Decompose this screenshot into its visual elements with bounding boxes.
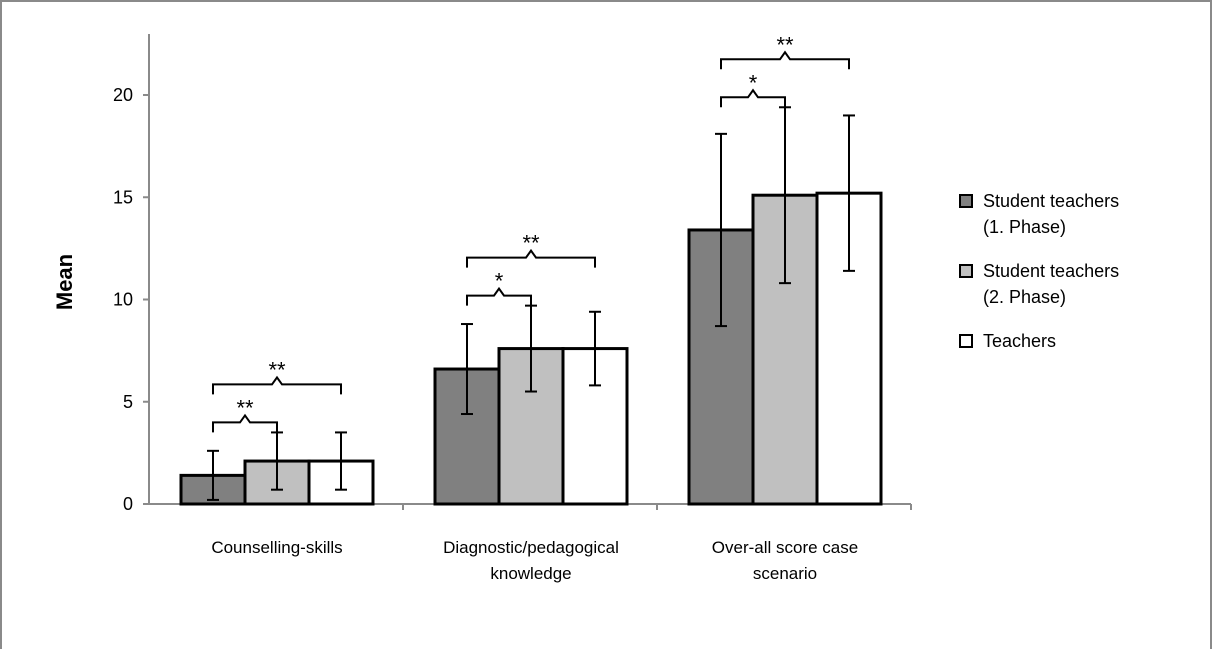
- x-category-label-2: knowledge: [490, 564, 571, 583]
- significance-bracket: [466, 286, 532, 306]
- x-category-label-2: Diagnostic/pedagogical: [443, 538, 619, 557]
- legend-item-series-2: Student teachers (2. Phase): [957, 258, 1197, 310]
- significance-label: **: [522, 231, 540, 256]
- x-category-label-3: Over-all score case: [712, 538, 858, 557]
- legend-label-series-2-line-2: (2. Phase): [983, 287, 1067, 307]
- significance-bracket: [720, 50, 850, 70]
- y-tick-label: 0: [123, 494, 133, 514]
- significance-bracket: [212, 375, 342, 395]
- significance-bracket: [212, 413, 278, 433]
- legend-swatch-series-3: [959, 334, 973, 348]
- significance-label: **: [268, 357, 286, 382]
- x-category-label-1: Counselling-skills: [211, 538, 342, 557]
- y-tick-label: 20: [113, 85, 133, 105]
- x-category-label-3: scenario: [753, 564, 817, 583]
- legend-label-series-1-line-2: (1. Phase): [983, 217, 1067, 237]
- legend-item-series-3: Teachers: [957, 328, 1197, 354]
- significance-label: *: [495, 269, 504, 294]
- legend-swatch-series-2: [959, 264, 973, 278]
- legend-label-series-1-line-1: Student teachers: [983, 191, 1120, 211]
- significance-label: *: [749, 70, 758, 95]
- bar-series-2-category-2: [497, 347, 565, 506]
- y-tick-label: 10: [113, 290, 133, 310]
- significance-bracket: [466, 248, 596, 268]
- y-tick-label: 15: [113, 187, 133, 207]
- legend-label-series-2-line-1: Student teachers: [983, 261, 1120, 281]
- legend-swatch-series-1: [959, 194, 973, 208]
- significance-label: **: [236, 395, 254, 420]
- legend-label-series-3-line-1: Teachers: [983, 331, 1057, 351]
- significance-bracket: [720, 88, 786, 108]
- legend: Student teachers (1. Phase) Student teac…: [957, 188, 1197, 372]
- y-axis-title: Mean: [52, 254, 77, 310]
- legend-item-series-1: Student teachers (1. Phase): [957, 188, 1197, 240]
- significance-label: **: [776, 32, 794, 57]
- y-tick-label: 5: [123, 392, 133, 412]
